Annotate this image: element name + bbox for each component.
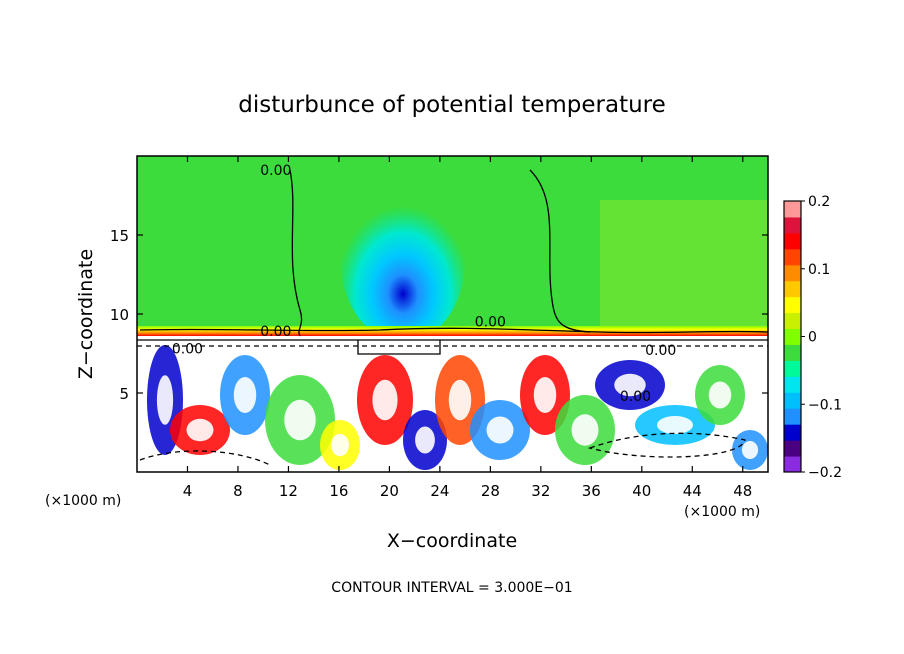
x-tick-label: 32 (531, 482, 550, 500)
left-dashed-contour (139, 450, 271, 466)
contour-interval-note: CONTOUR INTERVAL = 3.000E−01 (331, 580, 572, 596)
contour-label: 0.00 (260, 163, 291, 179)
zero-contour-upper-left (289, 169, 303, 337)
colorbar-tick-label: 0.1 (808, 262, 830, 278)
colorbar-tick-label: −0.2 (808, 465, 842, 481)
colorbar-swatch (784, 456, 801, 473)
zero-contour-tropopause (139, 327, 768, 334)
x-tick-label: 8 (233, 482, 243, 500)
eddy-core (741, 441, 759, 459)
contour-lines (137, 169, 768, 466)
eddy-core (533, 377, 557, 413)
colorbar-swatch (784, 248, 801, 266)
contour-label: 0.00 (260, 324, 291, 340)
plot-area: 0.00 0.00 0.00 0.00 0.00 0.00 (137, 156, 768, 472)
x-tick-label: 24 (430, 482, 449, 500)
x-tick-label: 40 (632, 482, 651, 500)
contour-label: 0.00 (645, 343, 676, 359)
eddy-core (708, 381, 732, 409)
colorbar-swatch (784, 296, 801, 314)
colorbar: 0.2 0.1 0 −0.1 −0.2 (783, 194, 842, 481)
colorbar-tick-label: 0 (808, 330, 817, 346)
colorbar-swatch (784, 232, 801, 250)
x-tick-label: 20 (380, 482, 399, 500)
eddy-core (415, 426, 435, 454)
colorbar-swatch (784, 280, 801, 298)
contour-label: 0.00 (172, 342, 203, 358)
central-cold-anomaly (341, 182, 465, 342)
x-axis-label: X−coordinate (387, 530, 517, 552)
colorbar-swatch (784, 201, 801, 218)
zero-contour-upper-mid (529, 169, 591, 333)
x-tick-label: 16 (329, 482, 348, 500)
x-axis: 4 8 12 16 20 24 28 32 36 40 44 48 (183, 156, 752, 500)
x-tick-label: 28 (481, 482, 500, 500)
colorbar-swatch (784, 360, 801, 377)
chart-title: disturbunce of potential temperature (238, 92, 666, 118)
x-axis-unit-left: (×1000 m) (45, 493, 121, 509)
eddy-core (571, 414, 599, 446)
x-tick-label: 4 (183, 482, 193, 500)
mid-cold-box-contour (357, 340, 441, 355)
contour-label: 0.00 (620, 389, 651, 405)
x-tick-label: 12 (279, 482, 298, 500)
x-axis-unit-right: (×1000 m) (684, 504, 760, 520)
z-tick-label: 10 (110, 306, 129, 324)
right-dashed-contour (587, 432, 746, 458)
x-tick-label: 36 (582, 482, 601, 500)
z-tick-label: 5 (119, 385, 129, 403)
colorbar-tick-label: −0.1 (808, 397, 842, 413)
colorbar-swatch (784, 440, 801, 457)
eddy-core (284, 399, 316, 441)
colorbar-swatch (784, 376, 801, 393)
eddy-core (372, 379, 398, 421)
eddy-core (486, 416, 514, 444)
colorbar-swatch (784, 344, 801, 361)
colorbar-swatch (784, 312, 801, 330)
eddy-core (156, 375, 174, 425)
eddy-core (657, 416, 693, 434)
colorbar-swatch (784, 392, 801, 409)
colorbar-swatch (784, 328, 801, 345)
x-tick-label: 44 (683, 482, 702, 500)
colorbar-tick-label: 0.2 (808, 194, 830, 210)
eddy-core (186, 418, 214, 442)
tropopause-warm-band (137, 326, 768, 336)
upper-right-warm-patch (600, 200, 768, 330)
eddy-core (448, 379, 472, 421)
colorbar-swatch (784, 424, 801, 441)
contour-label: 0.00 (475, 315, 506, 331)
lower-turbulent-eddies (147, 345, 768, 470)
eddy-core (614, 373, 646, 397)
z-axis: 5 10 15 (110, 227, 768, 403)
colorbar-swatch (784, 264, 801, 282)
x-tick-label: 48 (733, 482, 752, 500)
colorbar-swatch (784, 216, 801, 234)
eddy-core (233, 377, 257, 413)
colorbar-swatch (784, 408, 801, 425)
eddy-core (331, 433, 349, 457)
z-tick-label: 15 (110, 227, 129, 245)
z-axis-label: Z−coordinate (75, 249, 97, 379)
